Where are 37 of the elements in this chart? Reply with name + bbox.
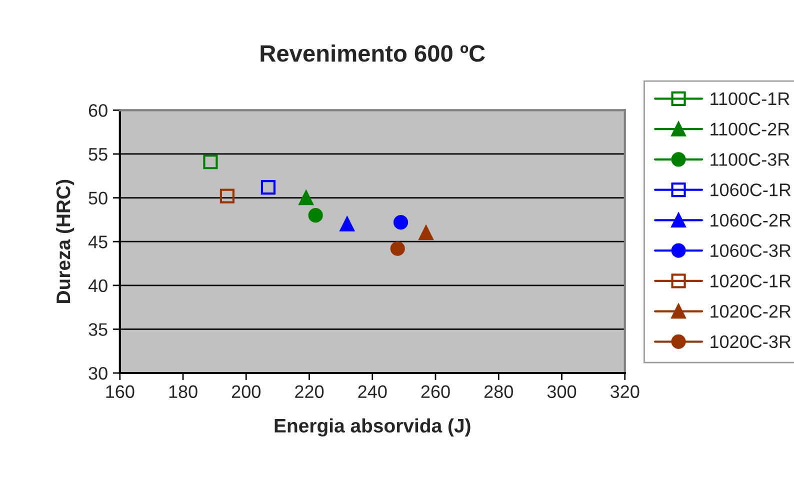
chart-title: Revenimento 600 ºC [260,44,485,62]
legend-label: 1060C-2R [710,214,791,227]
point [340,216,354,232]
legend-label: 1060C-1R [710,183,791,196]
y-tick-label: 30 [88,366,108,380]
legend-label: 1020C-2R [710,304,791,318]
x-tick-label: 220 [295,385,324,398]
legend-label: 1100C-1R [710,92,790,106]
point [203,154,218,170]
x-tick-label: 320 [610,385,640,398]
y-tick-label: 40 [88,279,108,292]
point [308,208,323,223]
legend-label: 1100C-2R [710,122,790,136]
y-tick-label: 60 [88,104,108,117]
y-tick-label: 55 [88,148,108,161]
legend-label: 1020C-3R [710,335,791,348]
x-tick-label: 260 [421,385,450,398]
x-axis-title: Energia absorvida (J) [274,418,470,437]
legend-label: 1060C-3R [710,244,791,258]
point [298,190,314,206]
point [220,188,234,204]
point [418,226,434,240]
x-tick-label: 280 [484,385,513,398]
y-tick-label: 45 [88,236,108,248]
point [393,215,408,230]
x-tick-label: 300 [547,385,576,398]
y-axis-title: Dureza (HRC) [56,180,74,303]
point [260,180,276,195]
y-tick-label: 35 [88,323,108,336]
x-tick-label: 200 [232,385,260,398]
point [390,241,405,256]
x-tick-label: 180 [169,385,198,398]
x-tick-label: 160 [106,385,134,398]
x-tick-label: 240 [358,385,387,398]
y-tick-label: 50 [88,192,108,205]
legend-label: 1020C-1R [710,274,791,288]
legend-label: 1100C-3R [710,153,790,166]
